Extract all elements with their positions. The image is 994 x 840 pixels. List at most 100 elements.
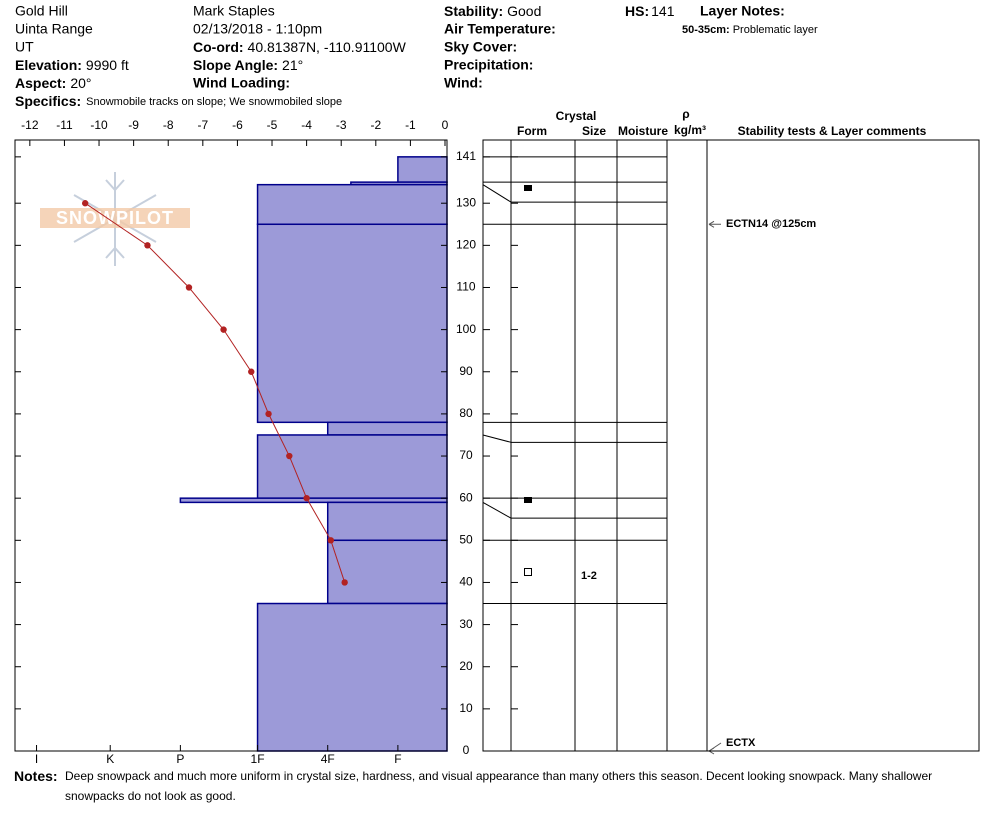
field-label: Sky Cover: <box>444 39 517 55</box>
y-tick-label: 60 <box>459 490 473 504</box>
y-tick-label: 90 <box>459 364 473 378</box>
column-header: Stability tests & Layer comments <box>738 124 927 138</box>
temperature-line <box>84 202 346 583</box>
stability-arrow <box>708 220 721 228</box>
notes: Notes: Deep snowpack and much more unifo… <box>14 766 954 806</box>
location: Gold Hill <box>15 3 68 19</box>
field-label: Stability: <box>444 3 503 19</box>
location: UT <box>15 39 34 55</box>
x-tick-label: -5 <box>267 118 278 132</box>
y-tick-label: 100 <box>456 322 476 336</box>
y-tick-label: 120 <box>456 238 476 252</box>
hardness-layer <box>326 421 448 436</box>
y-tick-label: 141 <box>456 149 476 163</box>
x-tick-label: 0 <box>442 118 449 132</box>
x-tick-label: -2 <box>370 118 381 132</box>
x-tick-label: F <box>394 752 401 766</box>
temperature-point <box>341 579 348 586</box>
x-tick-label: -8 <box>163 118 174 132</box>
column-header: Crystal <box>556 109 597 123</box>
notes-text: Deep snowpack and much more uniform in c… <box>65 769 933 803</box>
temperature-point <box>265 410 272 418</box>
hardness-layer <box>397 156 448 183</box>
y-tick-label: 70 <box>459 448 473 462</box>
x-tick-label: -9 <box>128 118 139 132</box>
x-tick-label: 4F <box>321 752 335 766</box>
field-label: Co-ord: <box>193 39 244 55</box>
y-tick-label: 40 <box>459 575 473 589</box>
field-value: 40.81387N, -110.91100W <box>248 39 407 55</box>
layer-note: 50-35cm: Problematic layer <box>682 24 818 36</box>
notes-label: Notes: <box>14 768 58 784</box>
field-value: Snowmobile tracks on slope; We snowmobil… <box>86 96 342 108</box>
field: Co-ord: 40.81387N, -110.91100W <box>193 39 407 55</box>
y-tick-label: 30 <box>459 617 473 631</box>
logo-band <box>40 208 190 228</box>
x-tick-label: P <box>176 752 184 766</box>
layer-connector <box>482 501 512 519</box>
field-label: Precipitation: <box>444 57 533 73</box>
column-header: Moisture <box>618 124 668 138</box>
field-label: Aspect: <box>15 75 66 91</box>
layer-connector <box>482 434 512 443</box>
temperature-point <box>185 284 193 291</box>
location: Uinta Range <box>15 21 93 37</box>
layer-note-text: Problematic layer <box>733 24 818 36</box>
x-tick-label: -6 <box>232 118 243 132</box>
field-label: Elevation: <box>15 57 82 73</box>
grain-symbol <box>524 185 532 191</box>
hardness-layer <box>256 434 448 499</box>
temperature-point <box>248 368 255 375</box>
field: HS: 141 <box>625 3 675 19</box>
field-label: Wind: <box>444 75 483 91</box>
temperature-point <box>286 452 293 460</box>
y-tick-label: 10 <box>459 701 473 715</box>
x-tick-label: -4 <box>301 118 312 132</box>
x-tick-label: -10 <box>90 118 108 132</box>
x-tick-label: -7 <box>197 118 208 132</box>
column-header: Form <box>517 124 547 138</box>
field-label: Slope Angle: <box>193 57 278 73</box>
field-label: Air Temperature: <box>444 21 556 37</box>
y-tick-label: 80 <box>459 406 473 420</box>
x-tick-label: -1 <box>405 118 416 132</box>
field-value: 21° <box>282 57 303 73</box>
column-header: Size <box>582 124 606 138</box>
field-value: 9990 ft <box>86 57 129 73</box>
x-tick-label: -3 <box>336 118 347 132</box>
x-tick-label: -11 <box>56 118 73 132</box>
temperature-point <box>220 326 227 333</box>
field-label: HS: <box>625 3 649 19</box>
field-value: 141 <box>651 3 675 19</box>
grain-symbol <box>524 568 532 576</box>
temperature-point <box>303 494 310 502</box>
x-tick-label: I <box>35 752 38 766</box>
temperature-point <box>327 537 335 544</box>
field: Stability: Good <box>444 3 541 19</box>
crystal-size: 1-2 <box>581 570 597 582</box>
hardness-layer <box>326 501 448 542</box>
y-tick-label: 50 <box>459 532 473 546</box>
field-value: 20° <box>70 75 91 91</box>
layer-note-range: 50-35cm: <box>682 24 730 36</box>
logo-text: SNOWPILOT <box>56 208 174 228</box>
x-tick-label: K <box>106 752 114 766</box>
field: Elevation: 9990 ft <box>15 57 129 73</box>
right-frame <box>482 139 980 752</box>
date: 02/13/2018 - 1:10pm <box>193 21 322 37</box>
x-tick-label: -12 <box>21 118 39 132</box>
plot-layer: I K P 1F 4F F-12 -11 -10 -9 -8 -7 -6 -5 -4 -3 -2 -1 00102… <box>15 118 816 766</box>
x-tick-label: 1F <box>251 752 265 766</box>
field-value: Good <box>507 3 541 19</box>
hardness-layer <box>256 223 448 424</box>
field-label: Wind Loading: <box>193 75 290 91</box>
field: Specifics: Snowmobile tracks on slope; We… <box>15 93 342 109</box>
temperature-point <box>144 242 151 249</box>
stability-test: ECTX <box>726 737 756 749</box>
column-header: kg/m³ <box>674 123 706 137</box>
observer: Mark Staples <box>193 3 275 19</box>
layer-notes-title: Layer Notes: <box>700 3 785 19</box>
hardness-layer <box>256 183 448 226</box>
